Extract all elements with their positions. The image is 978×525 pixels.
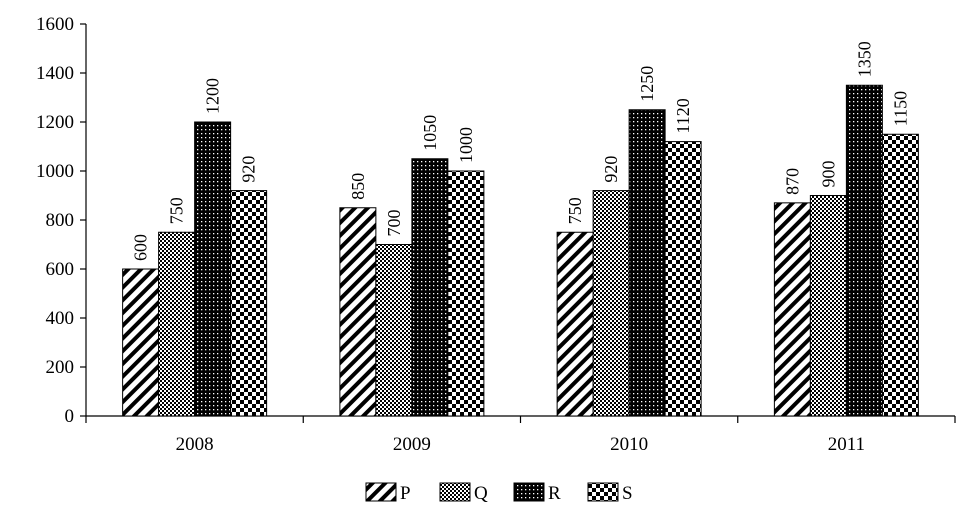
- y-tick-label: 600: [46, 259, 75, 280]
- data-label: 600: [131, 234, 151, 261]
- data-label: 850: [348, 173, 368, 200]
- x-category-label: 2011: [828, 434, 865, 455]
- data-labels-group: 600 750 1200 920 850 700 1050 1000 750 920 1250 112…: [131, 41, 911, 261]
- legend-swatch-p: [365, 482, 397, 502]
- legend-swatch-r: [513, 482, 545, 502]
- data-label: 700: [384, 210, 404, 237]
- y-tick-label: 1000: [36, 161, 74, 182]
- data-label: 1050: [420, 115, 440, 151]
- x-category-label: 2009: [393, 434, 431, 455]
- legend: P Q R S: [365, 482, 633, 504]
- data-label: 900: [818, 161, 838, 188]
- data-label: 920: [601, 156, 621, 183]
- bar-p-2010: [556, 231, 594, 417]
- bar-q-2010: [592, 190, 630, 417]
- data-label: 870: [782, 168, 802, 195]
- bar-p-2011: [773, 202, 811, 417]
- x-category-label: 2008: [176, 434, 214, 455]
- data-label: 750: [565, 197, 585, 224]
- y-tick-label: 1400: [36, 63, 74, 84]
- data-label: 750: [167, 197, 187, 224]
- legend-label-p: P: [400, 483, 411, 504]
- y-tick-label: 200: [46, 357, 75, 378]
- data-label: 1120: [673, 98, 693, 133]
- data-label: 920: [239, 156, 259, 183]
- bar-r-2010: [628, 109, 666, 417]
- y-tick-label: 800: [46, 210, 75, 231]
- bar-p-2008: [122, 268, 160, 417]
- bar-q-2009: [375, 244, 413, 417]
- y-tick-label: 400: [46, 308, 75, 329]
- axes-group: 0 200 400 600 800 1000 1200 1400 1600 2008 2009 201…: [36, 14, 956, 455]
- legend-label-s: S: [622, 483, 633, 504]
- bars-group: [122, 84, 919, 417]
- bar-s-2011: [881, 133, 919, 417]
- y-tick-label: 1200: [36, 112, 74, 133]
- legend-label-q: Q: [474, 483, 488, 504]
- data-label: 1250: [637, 66, 657, 102]
- bar-r-2008: [194, 121, 232, 417]
- bar-p-2009: [339, 207, 377, 417]
- legend-swatch-q: [439, 482, 471, 502]
- bar-r-2011: [845, 84, 883, 417]
- data-label: 1000: [456, 127, 476, 163]
- legend-label-r: R: [548, 483, 561, 504]
- legend-swatch-s: [587, 482, 619, 502]
- data-label: 1150: [890, 91, 910, 126]
- bar-q-2011: [809, 195, 847, 417]
- bar-s-2008: [230, 190, 268, 417]
- x-category-label: 2010: [610, 434, 648, 455]
- data-label: 1350: [854, 41, 874, 77]
- bar-r-2009: [411, 158, 449, 417]
- y-tick-label: 0: [65, 406, 75, 427]
- bar-q-2008: [158, 231, 196, 417]
- bar-s-2009: [447, 170, 485, 417]
- bar-s-2010: [664, 141, 702, 417]
- data-label: 1200: [203, 78, 223, 114]
- y-tick-label: 1600: [36, 14, 74, 35]
